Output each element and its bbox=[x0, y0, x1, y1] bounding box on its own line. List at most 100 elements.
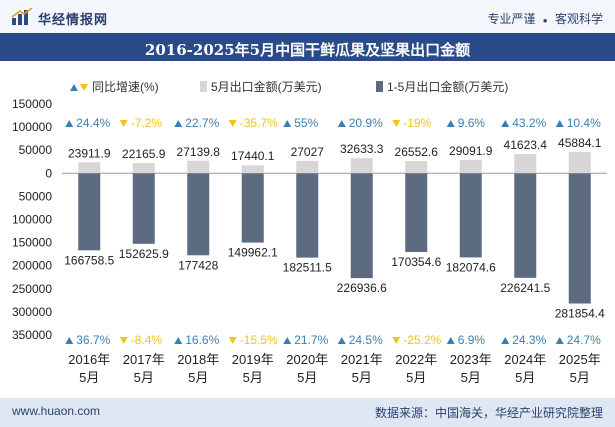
y-tick-label: 50000 bbox=[19, 189, 53, 203]
ytd-growth-label: 6.9% bbox=[458, 333, 486, 347]
x-tick-label-year: 2018年 bbox=[177, 352, 219, 367]
legend-growth-label: 同比增速(%) bbox=[92, 80, 159, 94]
chart-title: 2016-2025年5月中国干鲜瓜果及坚果出口金额 bbox=[144, 41, 471, 59]
legend-down-arrow-icon bbox=[80, 84, 88, 91]
y-tick-label: 250000 bbox=[12, 282, 52, 296]
ytd-growth-up-arrow-icon bbox=[446, 337, 455, 344]
ytd-growth-label: -15.5% bbox=[240, 333, 278, 347]
ytd-value-label: 152625.9 bbox=[119, 247, 169, 261]
may-bar bbox=[405, 161, 428, 174]
logo-icon bbox=[11, 8, 33, 25]
may-value-label: 45884.1 bbox=[558, 136, 602, 150]
legend-ytd-label: 1-5月出口金额(万美元) bbox=[387, 79, 508, 94]
may-growth-label: 22.7% bbox=[185, 116, 219, 130]
may-growth-label: 20.9% bbox=[349, 116, 383, 130]
ytd-value-label: 170354.6 bbox=[391, 255, 441, 269]
y-tick-label: 150000 bbox=[12, 97, 52, 111]
tagline-separator: ● bbox=[542, 16, 548, 25]
y-tick-label: 300000 bbox=[12, 305, 52, 319]
ytd-value-label: 177428 bbox=[178, 258, 218, 272]
y-tick-label: 200000 bbox=[12, 259, 52, 273]
footer-source: 数据来源：中国海关，华经产业研究院整理 bbox=[374, 406, 603, 420]
ytd-growth-up-arrow-icon bbox=[555, 337, 564, 344]
may-growth-down-arrow-icon bbox=[228, 120, 237, 127]
ytd-growth-label: -8.4% bbox=[131, 333, 163, 347]
may-value-label: 27139.8 bbox=[177, 145, 221, 159]
ytd-bar bbox=[459, 173, 482, 258]
x-tick-label-month: 5月 bbox=[515, 370, 535, 385]
may-bar bbox=[296, 160, 319, 174]
footer-url[interactable]: www.huaon.com bbox=[12, 404, 101, 418]
ytd-growth-up-arrow-icon bbox=[65, 337, 74, 344]
may-growth-up-arrow-icon bbox=[174, 120, 183, 127]
top-bar bbox=[0, 0, 615, 33]
ytd-growth-label: 16.6% bbox=[185, 333, 219, 347]
may-growth-up-arrow-icon bbox=[555, 120, 564, 127]
footer-bar bbox=[0, 398, 615, 427]
ytd-growth-label: 21.7% bbox=[294, 333, 328, 347]
x-tick-label-month: 5月 bbox=[243, 370, 263, 385]
ytd-value-label: 182511.5 bbox=[283, 261, 332, 275]
ytd-growth-up-arrow-icon bbox=[337, 337, 346, 344]
ytd-growth-label: -25.2% bbox=[403, 333, 441, 347]
x-tick-label-month: 5月 bbox=[297, 370, 317, 385]
legend-up-arrow-icon bbox=[70, 84, 78, 91]
legend-may-swatch bbox=[200, 81, 207, 92]
y-tick-label: 100000 bbox=[12, 213, 52, 227]
x-tick-label-year: 2022年 bbox=[395, 352, 437, 367]
ytd-growth-label: 36.7% bbox=[76, 333, 110, 347]
may-bar bbox=[350, 158, 373, 174]
may-value-label: 41623.4 bbox=[504, 138, 548, 152]
ytd-growth-up-arrow-icon bbox=[174, 337, 183, 344]
ytd-bar bbox=[241, 173, 264, 243]
may-growth-label: 55% bbox=[294, 116, 318, 130]
may-growth-down-arrow-icon bbox=[119, 120, 128, 127]
ytd-value-label: 281854.4 bbox=[555, 307, 605, 321]
may-growth-up-arrow-icon bbox=[283, 120, 292, 127]
may-value-label: 17440.1 bbox=[231, 149, 275, 163]
may-growth-label: -19% bbox=[403, 116, 431, 130]
ytd-bar bbox=[296, 173, 319, 258]
ytd-growth-up-arrow-icon bbox=[283, 337, 292, 344]
y-tick-label: 100000 bbox=[12, 120, 52, 134]
x-tick-label-year: 2024年 bbox=[504, 352, 546, 367]
ytd-growth-down-arrow-icon bbox=[392, 337, 401, 344]
title-bar bbox=[0, 33, 615, 61]
x-tick-label-month: 5月 bbox=[134, 370, 154, 385]
tagline-left: 专业严谨 bbox=[487, 12, 536, 26]
ytd-growth-label: 24.3% bbox=[512, 333, 546, 347]
ytd-bar bbox=[187, 173, 210, 256]
may-growth-label: 10.4% bbox=[567, 116, 601, 130]
may-bar bbox=[568, 152, 591, 174]
ytd-value-label: 226936.6 bbox=[337, 281, 387, 295]
chart: 同比增速(%) 5月出口金额(万美元) 1-5月出口金额(万美元) 150000 100… bbox=[12, 79, 607, 385]
x-tick-label-year: 2017年 bbox=[123, 352, 165, 367]
may-value-label: 26552.6 bbox=[395, 145, 439, 159]
y-tick-label: 350000 bbox=[12, 328, 52, 342]
ytd-bar bbox=[350, 173, 373, 279]
ytd-growth-down-arrow-icon bbox=[228, 337, 237, 344]
may-growth-down-arrow-icon bbox=[392, 120, 401, 127]
ytd-bar bbox=[78, 173, 101, 251]
legend-ytd-swatch bbox=[376, 81, 383, 92]
may-bar bbox=[187, 160, 210, 174]
may-growth-up-arrow-icon bbox=[446, 120, 455, 127]
x-tick-label-year: 2016年 bbox=[68, 352, 110, 367]
may-growth-label: 9.6% bbox=[458, 116, 486, 130]
x-tick-label-month: 5月 bbox=[352, 370, 372, 385]
may-growth-label: -7.2% bbox=[131, 116, 163, 130]
ytd-value-label: 149962.1 bbox=[228, 246, 278, 260]
ytd-bar bbox=[568, 173, 591, 304]
y-tick-label: 0 bbox=[45, 166, 52, 180]
may-growth-label: 43.2% bbox=[512, 116, 546, 130]
ytd-bar bbox=[405, 173, 428, 253]
may-value-label: 23911.9 bbox=[68, 146, 111, 160]
legend-may-label: 5月出口金额(万美元) bbox=[211, 79, 322, 94]
may-bar bbox=[241, 165, 264, 174]
y-tick-label: 150000 bbox=[12, 236, 52, 250]
ytd-bar bbox=[132, 173, 155, 244]
x-tick-label-year: 2025年 bbox=[559, 352, 601, 367]
y-tick-label: 50000 bbox=[19, 143, 53, 157]
may-growth-label: -35.7% bbox=[240, 116, 278, 130]
tagline: 专业严谨 ● 客观科学 bbox=[487, 10, 603, 27]
